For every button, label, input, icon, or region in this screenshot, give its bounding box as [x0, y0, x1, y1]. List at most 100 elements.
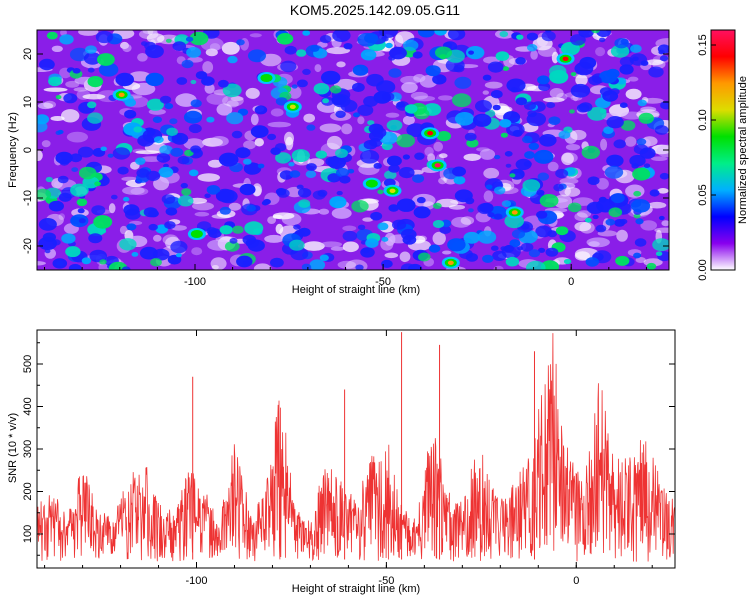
spectrogram-texture [360, 150, 380, 164]
spectrogram-texture [236, 39, 245, 46]
spectrogram-texture [360, 49, 377, 61]
spectrogram-texture [239, 183, 256, 196]
spectrogram-texture [418, 235, 427, 242]
spectrogram-texture [207, 239, 232, 251]
spectrogram-texture [176, 77, 188, 85]
spectrogram-texture [94, 181, 101, 187]
x-tick-label: -100 [184, 276, 206, 288]
spectrogram-texture [320, 241, 343, 248]
spectrogram-texture [402, 39, 419, 51]
snr-series [37, 332, 675, 562]
spectrogram-texture [46, 31, 58, 40]
spectrogram-texture [124, 98, 136, 107]
spectrogram-texture [491, 245, 499, 251]
spectrogram-texture [175, 253, 182, 258]
spectrogram-texture [192, 202, 214, 211]
spectrogram-texture [216, 190, 231, 202]
spectrogram-texture [619, 64, 634, 75]
spectrogram-texture [657, 188, 669, 194]
spectrogram-texture [59, 34, 74, 45]
spectrogram-texture [599, 70, 618, 84]
spectrogram-texture [463, 231, 480, 244]
spectrogram-texture [388, 68, 402, 78]
spectrogram-texture [342, 230, 358, 242]
spectrogram-texture [432, 202, 442, 209]
spectrogram-texture [254, 138, 264, 147]
spectrogram-texture [413, 95, 436, 102]
spectrogram-texture [337, 260, 356, 269]
spectrogram-texture [606, 154, 624, 167]
spectrogram-texture [625, 88, 642, 100]
spectrogram-texture [37, 102, 54, 110]
y-tick-label: 500 [22, 355, 34, 373]
spectrogram-texture [152, 116, 162, 123]
spectrogram-texture [145, 72, 164, 86]
spectrogram-texture [604, 165, 624, 179]
spectrogram-texture [640, 220, 657, 231]
spectrogram-texture [432, 74, 447, 85]
spectrogram-texture [628, 76, 639, 82]
spectrogram-texture [189, 31, 209, 46]
spectrogram-texture [264, 234, 284, 243]
spectrogram-texture [499, 119, 512, 128]
spectrogram-peak [289, 104, 296, 110]
spectrogram-texture [433, 141, 444, 152]
spectrogram-texture [330, 246, 345, 251]
spectrogram-texture [290, 247, 309, 261]
spectrogram-texture [502, 66, 510, 71]
snr-x-label: Height of straight line (km) [292, 583, 420, 595]
spectrogram-texture [284, 131, 294, 146]
snr-x-axis: -100 -50 0 [44, 330, 653, 587]
spectrogram-texture [599, 87, 613, 96]
spectrogram-texture [425, 65, 441, 77]
spectrogram-texture [370, 211, 383, 221]
spectrogram-texture [595, 47, 606, 57]
spectrogram-texture [68, 263, 82, 270]
spectrogram-texture [279, 170, 294, 180]
spectrogram-texture [306, 163, 317, 171]
spectrogram-texture [526, 260, 546, 270]
spectrogram-texture [153, 234, 162, 242]
spectrogram-texture [625, 136, 637, 147]
spectrogram-texture [401, 228, 417, 241]
spectrogram-texture [564, 187, 581, 197]
spectrogram-texture [392, 219, 407, 230]
spectrogram-texture [661, 220, 669, 227]
spectrogram-texture [632, 56, 639, 62]
spectrogram-texture [591, 30, 601, 34]
spectrogram-texture [45, 176, 53, 183]
spectrogram-texture [119, 225, 128, 235]
spectrogram-texture [181, 188, 192, 196]
spectrogram-texture [473, 113, 492, 127]
spectrogram-texture [52, 258, 68, 269]
spectrogram-texture [385, 42, 393, 49]
spectrogram-texture [485, 184, 493, 190]
spectrogram-texture [613, 139, 626, 149]
spectrogram-texture [267, 121, 291, 128]
spectrogram-texture [389, 46, 407, 60]
snr-panel: -100 -50 0 100 200 300 400 500 Height of strai… [7, 329, 676, 595]
spectrogram-texture [424, 146, 434, 157]
spectrogram-texture [148, 223, 158, 231]
spectrogram-texture [527, 110, 537, 118]
spectrogram-texture [398, 167, 415, 179]
spectrogram-texture [417, 30, 435, 38]
spectrogram-texture [342, 241, 359, 253]
spectrogram-texture [546, 102, 556, 109]
spectrogram-texture [170, 147, 184, 157]
spectrogram-texture [632, 167, 651, 181]
spectrogram-texture [436, 198, 459, 208]
spectrogram-texture [640, 106, 657, 113]
spectrogram-texture [541, 30, 556, 42]
spectrogram-texture [439, 153, 448, 159]
spectrogram-texture [122, 43, 132, 53]
spectrogram-texture [645, 59, 664, 66]
spectrogram-texture [119, 238, 137, 251]
spectrogram-texture [152, 248, 170, 261]
spectrogram-texture [596, 30, 611, 38]
spectrogram-texture [145, 44, 164, 59]
spectrogram-texture [83, 52, 102, 65]
spectrogram-texture [280, 60, 297, 73]
spectrogram-texture [367, 120, 375, 126]
